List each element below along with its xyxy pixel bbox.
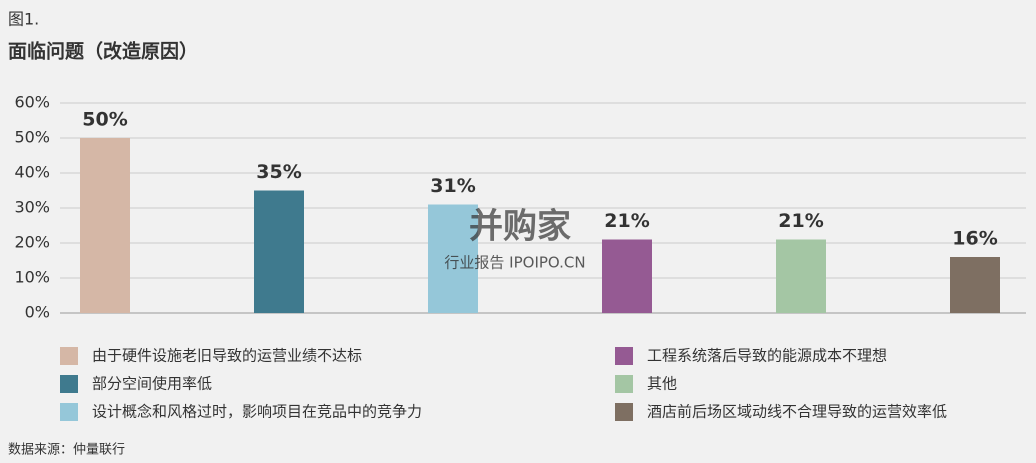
watermark: 并购家 <box>469 207 571 247</box>
value-label: 21% <box>778 210 823 232</box>
y-tick-label: 30% <box>14 198 50 217</box>
legend-label: 酒店前后场区域动线不合理导致的运营效率低 <box>647 403 947 421</box>
legend-label: 其他 <box>647 375 677 393</box>
bar <box>428 204 478 313</box>
bar <box>950 257 1000 313</box>
y-tick-label: 0% <box>25 303 50 322</box>
legend-swatch <box>60 375 78 393</box>
bar <box>776 239 826 313</box>
legend-swatch <box>615 347 633 365</box>
legend-swatch <box>60 347 78 365</box>
legend-swatch <box>615 375 633 393</box>
value-label: 50% <box>82 109 127 131</box>
value-label: 31% <box>430 175 475 197</box>
legend-label: 设计概念和风格过时，影响项目在竞品中的竞争力 <box>92 403 422 421</box>
value-label: 21% <box>604 210 649 232</box>
legend-label: 由于硬件设施老旧导致的运营业绩不达标 <box>92 347 362 365</box>
y-tick-label: 60% <box>14 93 50 112</box>
figure-label: 图1. <box>8 10 39 29</box>
bar <box>80 138 130 313</box>
legend-label: 部分空间使用率低 <box>92 375 212 393</box>
value-label: 35% <box>256 161 301 183</box>
legend-swatch <box>615 403 633 421</box>
y-tick-label: 20% <box>14 233 50 252</box>
watermark: 行业报告 IPOIPO.CN <box>444 254 585 272</box>
legend-swatch <box>60 403 78 421</box>
bar <box>254 190 304 313</box>
y-tick-label: 40% <box>14 163 50 182</box>
y-tick-label: 50% <box>14 128 50 147</box>
bar <box>602 239 652 313</box>
source: 数据来源：仲量联行 <box>8 443 125 458</box>
y-tick-label: 10% <box>14 268 50 287</box>
chart-title: 面临问题（改造原因） <box>8 40 198 63</box>
value-label: 16% <box>952 228 997 250</box>
legend-label: 工程系统落后导致的能源成本不理想 <box>647 347 887 365</box>
